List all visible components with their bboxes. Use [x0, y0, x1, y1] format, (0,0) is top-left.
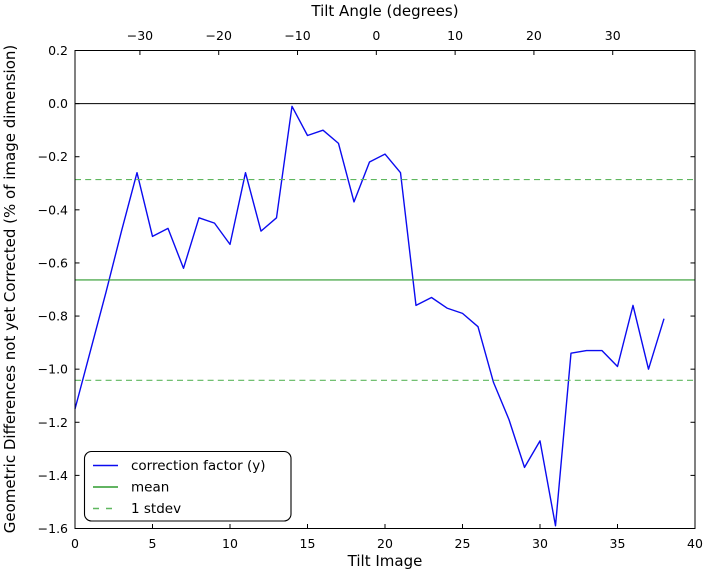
top-tick-label: 30 — [605, 28, 621, 43]
y-tick-label: −0.2 — [38, 149, 68, 164]
y-axis-label: Geometric Differences not yet Corrected … — [1, 45, 19, 534]
x-axis-label: Tilt Image — [347, 552, 423, 570]
x-tick-label: 30 — [532, 536, 548, 551]
top-tick-label: 0 — [372, 28, 380, 43]
top-tick-label: −20 — [206, 28, 232, 43]
y-tick-label: 0.2 — [48, 43, 68, 58]
legend-item-1-stdev: 1 stdev — [131, 501, 181, 517]
axis-ticks: 0 5 10 15 20 25 30 35 40 0.2 0.0 −0.2 −0.4 −0.6 −0.8 −1… — [38, 28, 703, 551]
x-tick-label: 0 — [71, 536, 79, 551]
y-tick-label: −0.4 — [38, 202, 68, 217]
y-tick-label: 0.0 — [48, 96, 68, 111]
top-axis-label: Tilt Angle (degrees) — [310, 2, 458, 20]
y-tick-label: −0.6 — [38, 255, 68, 270]
correction-factor-line — [74, 105, 665, 527]
plot-lines — [74, 103, 695, 527]
legend-item-correction-factor: correction factor (y) — [131, 458, 266, 474]
x-tick-label: 10 — [222, 536, 238, 551]
y-tick-label: −1.2 — [38, 415, 68, 430]
top-tick-label: 10 — [447, 28, 463, 43]
legend: correction factor (y) mean 1 stdev — [83, 450, 292, 522]
top-tick-label: 20 — [526, 28, 542, 43]
legend-box — [83, 450, 292, 522]
x-tick-label: 35 — [610, 536, 626, 551]
x-tick-label: 25 — [455, 536, 471, 551]
legend-item-mean: mean — [131, 480, 169, 496]
x-tick-label: 15 — [300, 536, 316, 551]
top-tick-label: −30 — [127, 28, 153, 43]
x-tick-label: 40 — [687, 536, 703, 551]
top-tick-label: −10 — [284, 28, 310, 43]
x-tick-label: 5 — [149, 536, 157, 551]
y-tick-label: −1.6 — [38, 521, 68, 536]
x-tick-label: 20 — [377, 536, 393, 551]
y-tick-label: −1.0 — [38, 362, 68, 377]
y-tick-label: −1.4 — [38, 468, 68, 483]
y-tick-label: −0.8 — [38, 309, 68, 324]
